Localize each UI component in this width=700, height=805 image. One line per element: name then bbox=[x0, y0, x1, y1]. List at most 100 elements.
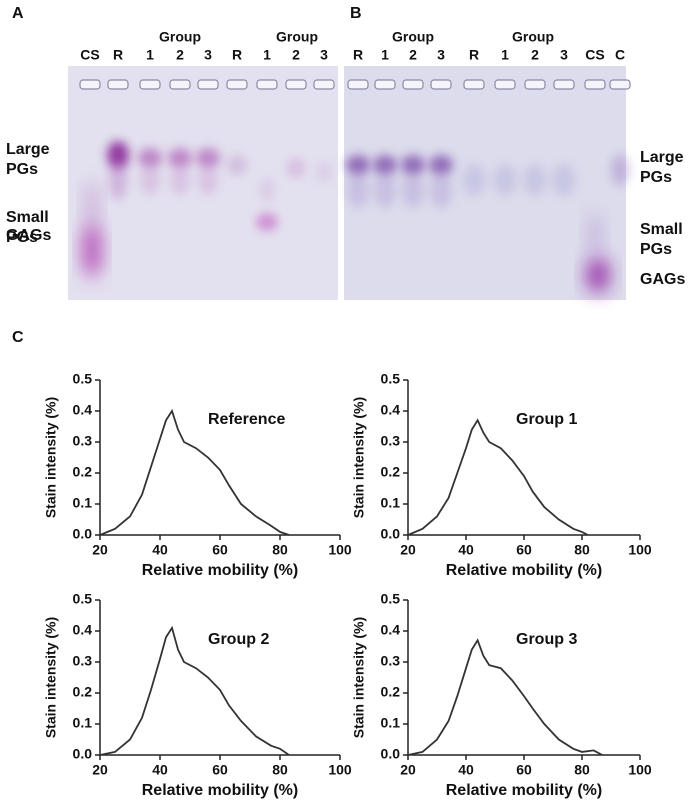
x-axis-title: Relative mobility (%) bbox=[142, 562, 298, 579]
y-tick-label: 0.4 bbox=[381, 402, 401, 418]
x-tick-label: 20 bbox=[400, 542, 416, 558]
gel-well bbox=[584, 79, 606, 90]
x-tick-label: 60 bbox=[212, 762, 228, 778]
x-tick-label: 60 bbox=[516, 762, 532, 778]
gel-band bbox=[84, 180, 100, 230]
x-tick-label: 100 bbox=[328, 542, 352, 558]
lane-label: C bbox=[615, 47, 625, 63]
y-tick-label: 0.3 bbox=[73, 653, 93, 669]
y-tick-label: 0.4 bbox=[381, 622, 401, 638]
gel-well bbox=[463, 79, 485, 90]
gel-band bbox=[170, 165, 190, 195]
lane-label: 3 bbox=[204, 47, 212, 63]
lane-label: 3 bbox=[560, 47, 568, 63]
annotation: Group 1 bbox=[516, 411, 577, 428]
gel-band bbox=[402, 172, 424, 208]
y-tick-label: 0.0 bbox=[381, 746, 401, 762]
x-tick-label: 100 bbox=[328, 762, 352, 778]
y-tick-label: 0.1 bbox=[381, 495, 401, 511]
y-tick-label: 0.1 bbox=[73, 495, 93, 511]
x-tick-label: 40 bbox=[152, 762, 168, 778]
lane-label: 2 bbox=[409, 47, 417, 63]
y-tick-label: 0.5 bbox=[381, 371, 401, 387]
x-tick-label: 20 bbox=[92, 542, 108, 558]
y-tick-label: 0.3 bbox=[381, 433, 401, 449]
band-label: PGs bbox=[640, 169, 672, 186]
lane-label: 1 bbox=[146, 47, 154, 63]
y-axis-title: Stain intensity (%) bbox=[43, 617, 59, 738]
gel-band bbox=[168, 148, 192, 168]
band-label: PGs bbox=[6, 161, 38, 178]
x-tick-label: 80 bbox=[272, 762, 288, 778]
y-tick-label: 0.0 bbox=[381, 526, 401, 542]
gel-band bbox=[429, 155, 453, 175]
band-label: Large bbox=[6, 141, 50, 158]
x-tick-label: 80 bbox=[574, 542, 590, 558]
gel-well bbox=[256, 79, 278, 90]
lane-label: 2 bbox=[176, 47, 184, 63]
gel-band bbox=[401, 155, 425, 175]
panel-label: B bbox=[350, 5, 362, 22]
x-tick-label: 80 bbox=[574, 762, 590, 778]
gel-band bbox=[587, 213, 603, 257]
y-tick-label: 0.4 bbox=[73, 622, 93, 638]
x-tick-label: 20 bbox=[400, 762, 416, 778]
data-line bbox=[99, 625, 290, 756]
lane-label: CS bbox=[80, 47, 99, 63]
gel-band bbox=[611, 154, 629, 186]
group-label: Group bbox=[276, 29, 318, 45]
group-label: Group bbox=[159, 29, 201, 45]
gel-band bbox=[523, 164, 547, 196]
gel-band bbox=[552, 164, 576, 196]
gel-well bbox=[107, 79, 129, 90]
band-label: GAGs bbox=[6, 227, 51, 244]
y-tick-label: 0.3 bbox=[381, 653, 401, 669]
gel-well bbox=[169, 79, 191, 90]
band-label: Small bbox=[6, 209, 49, 226]
gel-well bbox=[374, 79, 396, 90]
panel-label: C bbox=[12, 329, 24, 346]
lane-label: 1 bbox=[263, 47, 271, 63]
y-tick-label: 0.3 bbox=[73, 433, 93, 449]
band-label: Small bbox=[640, 221, 683, 238]
gel-band bbox=[493, 164, 517, 196]
gel-band bbox=[198, 165, 218, 195]
gel-band bbox=[586, 257, 610, 293]
band-label: PGs bbox=[6, 229, 38, 246]
gel-well bbox=[524, 79, 546, 90]
gel-well bbox=[79, 79, 101, 90]
gel-well bbox=[197, 79, 219, 90]
gel-band bbox=[347, 172, 369, 208]
annotation: Group 3 bbox=[516, 631, 577, 648]
lane-label: 1 bbox=[381, 47, 389, 63]
gel-band bbox=[138, 148, 162, 168]
band-label: PGs bbox=[640, 241, 672, 258]
gel-band bbox=[109, 160, 127, 200]
x-tick-label: 100 bbox=[628, 542, 652, 558]
x-tick-label: 20 bbox=[92, 762, 108, 778]
gel-well bbox=[609, 79, 631, 90]
gel-band bbox=[373, 155, 397, 175]
y-tick-label: 0.4 bbox=[73, 402, 93, 418]
gel-well bbox=[430, 79, 452, 90]
gel-band bbox=[140, 165, 160, 195]
annotation: Reference bbox=[208, 411, 285, 428]
x-tick-label: 60 bbox=[516, 542, 532, 558]
lane-label: CS bbox=[585, 47, 604, 63]
gel-well bbox=[347, 79, 369, 90]
gel-well bbox=[402, 79, 424, 90]
gel-well bbox=[494, 79, 516, 90]
lane-label: 2 bbox=[531, 47, 539, 63]
gel-band bbox=[374, 172, 396, 208]
y-tick-label: 0.2 bbox=[381, 464, 401, 480]
lane-label: 2 bbox=[292, 47, 300, 63]
y-tick-label: 0.0 bbox=[73, 526, 93, 542]
lane-label: 3 bbox=[437, 47, 445, 63]
group-label: Group bbox=[512, 29, 554, 45]
x-tick-label: 40 bbox=[458, 542, 474, 558]
gel-band bbox=[430, 172, 452, 208]
gel-well bbox=[553, 79, 575, 90]
lane-label: R bbox=[113, 47, 123, 63]
y-tick-label: 0.2 bbox=[73, 684, 93, 700]
